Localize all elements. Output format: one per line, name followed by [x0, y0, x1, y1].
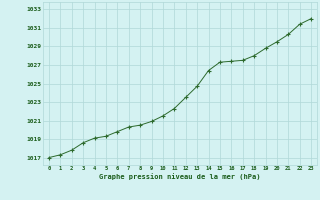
X-axis label: Graphe pression niveau de la mer (hPa): Graphe pression niveau de la mer (hPa)	[99, 173, 261, 180]
